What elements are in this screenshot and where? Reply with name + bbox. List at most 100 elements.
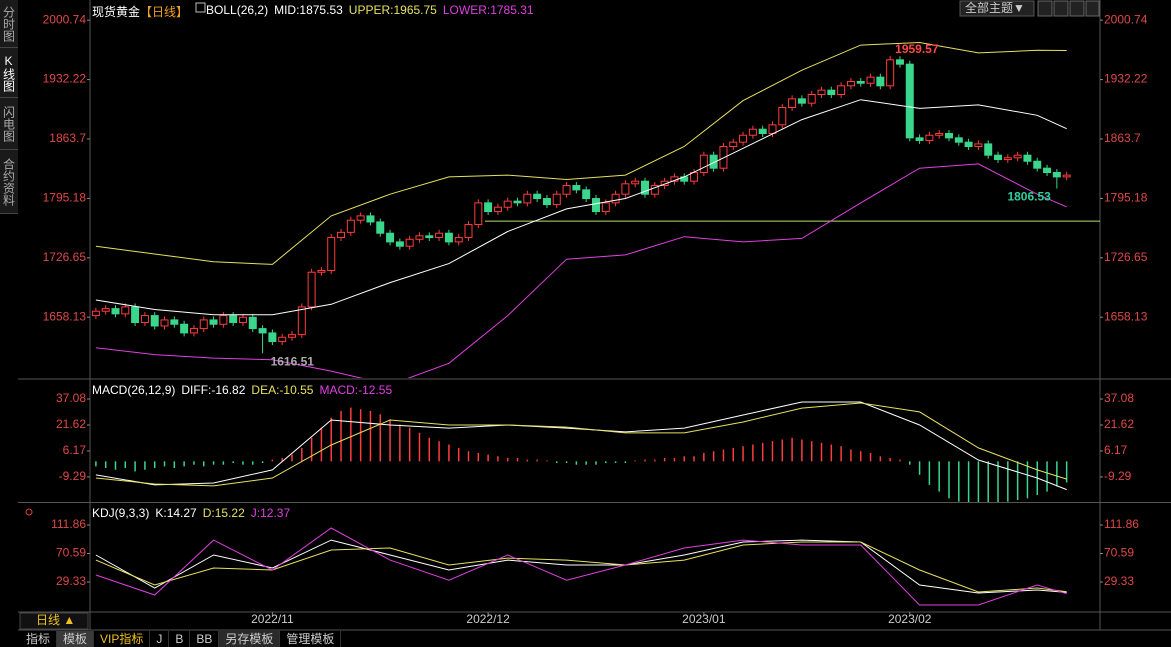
indicator-line xyxy=(95,41,1067,265)
indicator-line xyxy=(95,541,1067,593)
candle-body xyxy=(288,334,296,338)
candle-body xyxy=(307,271,316,308)
candle-body xyxy=(405,238,414,247)
candle-body xyxy=(846,80,855,87)
candle-body xyxy=(542,198,551,206)
candle-body xyxy=(209,319,218,325)
legend-entry: D:15.22 xyxy=(202,506,245,520)
low-annotation: 1616.51 xyxy=(271,354,315,368)
candle-body xyxy=(631,180,640,185)
sidebar-tab[interactable]: 分时图 xyxy=(0,0,18,48)
y-tick-label: 1795.18 xyxy=(43,191,87,205)
theme-button-box[interactable] xyxy=(959,0,1035,17)
candle-body xyxy=(474,202,483,226)
candle-body xyxy=(611,193,620,204)
candle-body xyxy=(258,328,267,334)
indicator-line xyxy=(95,99,1067,316)
candle-body xyxy=(121,306,130,315)
period-box[interactable] xyxy=(19,612,89,630)
y-tick-label: 1932.22 xyxy=(1104,72,1148,86)
candle-body xyxy=(180,323,189,334)
bottom-tab[interactable]: 管理模板 xyxy=(280,631,342,647)
candle-body xyxy=(984,143,993,156)
bottom-tab[interactable]: 另存模板 xyxy=(219,631,281,647)
legend: MACD(26,12,9) DIFF:-16.82 DEA:-10.55 MACD:-… xyxy=(92,383,392,397)
candle-body xyxy=(788,98,797,109)
tool-button[interactable] xyxy=(1037,0,1053,17)
y-tick-label: 1726.65 xyxy=(43,250,87,264)
bottom-tab[interactable]: 模板 xyxy=(57,631,95,647)
y-tick-label: -9.29 xyxy=(59,469,87,483)
candle-body xyxy=(944,133,953,139)
bottom-tab[interactable]: B xyxy=(169,631,191,647)
candle-body xyxy=(337,231,346,239)
candle-body xyxy=(170,319,179,325)
candle-body xyxy=(395,241,404,247)
candle-body xyxy=(994,154,1003,161)
tool-button[interactable] xyxy=(1069,0,1085,17)
legend-entry: K:14.27 xyxy=(155,506,197,520)
candle-body xyxy=(101,308,110,312)
candle-body xyxy=(797,98,806,104)
legend-entry: MID:1875.53 xyxy=(274,3,343,17)
y-tick-label: 2000.74 xyxy=(43,12,87,26)
bottom-tab[interactable]: BB xyxy=(190,631,220,647)
y-tick-label: 2000.74 xyxy=(1104,12,1148,26)
candle-body xyxy=(739,134,748,143)
candle-body xyxy=(817,89,826,96)
candle-body xyxy=(268,332,277,343)
candle-body xyxy=(895,59,904,65)
candle-body xyxy=(964,141,973,148)
y-tick-label: 1863.7 xyxy=(1104,131,1141,145)
y-tick-label: 1863.7 xyxy=(49,131,86,145)
candle-body xyxy=(886,59,895,87)
candle-body xyxy=(238,316,247,324)
y-tick-label: -9.29 xyxy=(1104,469,1132,483)
candle-body xyxy=(493,206,502,213)
candle-body xyxy=(454,237,463,243)
y-tick-label: 37.08 xyxy=(1104,391,1134,405)
candle-body xyxy=(366,215,375,223)
sidebar-tab[interactable]: K线图 xyxy=(0,48,18,98)
candle-body xyxy=(199,319,208,330)
candle-body xyxy=(1033,160,1042,169)
y-tick-label: 70.59 xyxy=(1104,546,1134,560)
candle-body xyxy=(778,107,787,126)
candle-body xyxy=(356,215,365,221)
sidebar-tab[interactable]: 闪电图 xyxy=(0,98,18,150)
candle-body xyxy=(641,180,650,195)
legend-entry: UPPER:1965.75 xyxy=(348,3,437,17)
bottom-tab[interactable]: 指标 xyxy=(20,631,58,647)
y-tick-label: 6.17 xyxy=(1104,443,1128,457)
candle-body xyxy=(572,185,581,191)
candle-body xyxy=(513,200,522,204)
candle-body xyxy=(346,219,355,233)
sidebar-tab[interactable]: 合约资料 xyxy=(0,150,18,214)
tool-button[interactable] xyxy=(1085,0,1100,17)
period-selector[interactable]: 日线 ▲ xyxy=(36,613,75,627)
candle-body xyxy=(562,185,571,195)
candle-body xyxy=(905,63,914,139)
candle-body xyxy=(278,336,287,343)
candle-body xyxy=(435,232,444,239)
legend-entry: DEA:-10.55 xyxy=(251,383,314,397)
bottom-tab[interactable]: J xyxy=(150,631,170,647)
indicator-line xyxy=(95,527,1067,606)
candle-body xyxy=(503,200,512,208)
theme-button[interactable]: 全部主题▼ xyxy=(965,0,1025,15)
tool-button[interactable] xyxy=(1053,0,1069,17)
legend-entry: J:12.37 xyxy=(250,506,291,520)
legend-entry: MACD:-12.55 xyxy=(319,383,393,397)
candle-body xyxy=(758,128,767,135)
candle-body xyxy=(415,235,424,240)
candle-body xyxy=(748,128,757,136)
candle-body xyxy=(91,310,100,317)
x-tick-label: 2022/12 xyxy=(466,612,510,626)
candle-body xyxy=(807,94,816,104)
bottom-tab[interactable]: VIP指标 xyxy=(94,631,151,647)
y-tick-label: 1932.22 xyxy=(43,72,87,86)
candle-body xyxy=(935,133,944,136)
y-tick-label: 1658.13 xyxy=(1104,309,1148,323)
